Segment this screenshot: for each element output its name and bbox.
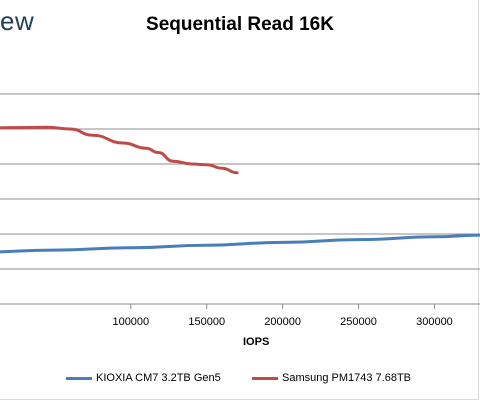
x-tick-label-2: 200000 bbox=[264, 316, 301, 328]
legend-item-kioxia: KIOXIA CM7 3.2TB Gen5 bbox=[66, 372, 221, 384]
legend-swatch-kioxia bbox=[66, 376, 92, 380]
legend-label-kioxia: KIOXIA CM7 3.2TB Gen5 bbox=[96, 372, 221, 384]
series-line-0 bbox=[0, 233, 480, 254]
x-tick-label-1: 150000 bbox=[188, 316, 225, 328]
watermark-logo-text: ew bbox=[0, 6, 35, 36]
legend-label-samsung: Samsung PM1743 7.68TB bbox=[282, 372, 412, 384]
legend-swatch-samsung bbox=[252, 376, 278, 380]
x-tick-label-4: 300000 bbox=[416, 316, 453, 328]
x-tick-label-0: 100000 bbox=[112, 316, 149, 328]
series-layer bbox=[0, 125, 480, 254]
x-axis-label: IOPS bbox=[243, 336, 270, 348]
series-line-1 bbox=[0, 125, 239, 175]
grid-layer bbox=[0, 93, 480, 270]
x-tick-label-3: 250000 bbox=[340, 316, 377, 328]
chart-title: Sequential Read 16K bbox=[146, 14, 334, 35]
tick-layer: 100000 150000 200000 250000 300000 bbox=[112, 304, 453, 328]
legend-item-samsung: Samsung PM1743 7.68TB bbox=[252, 372, 411, 384]
